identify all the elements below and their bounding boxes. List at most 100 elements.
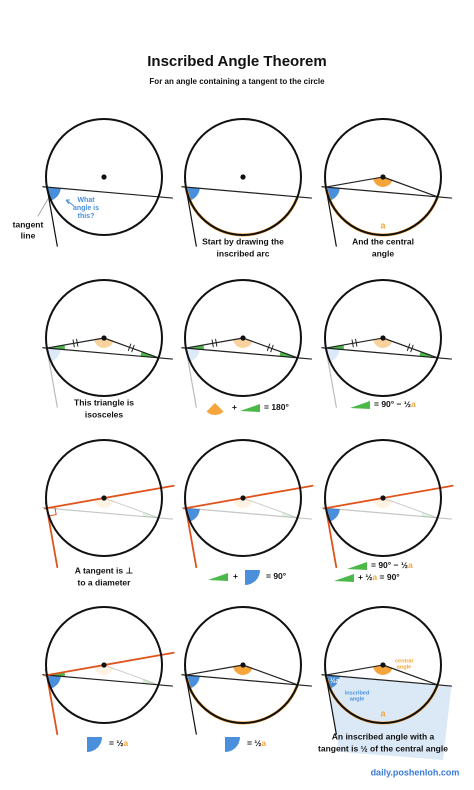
- central-angle: [233, 665, 253, 676]
- formula-part: a: [372, 572, 377, 582]
- inscribed-arc: [184, 186, 299, 237]
- formula: = 90°: [266, 571, 287, 581]
- tick-mark: [410, 344, 414, 353]
- formula: +: [232, 402, 237, 412]
- caption: inscribed arc: [217, 248, 270, 258]
- chord: [321, 347, 453, 360]
- chord: [181, 674, 313, 687]
- tick-mark: [211, 339, 214, 348]
- tick-mark: [127, 343, 132, 352]
- radius: [325, 337, 384, 349]
- faint-green-angle: [421, 512, 438, 518]
- title: Inscribed Angle Theorem: [147, 53, 326, 70]
- center-point: [240, 174, 246, 180]
- circle: [184, 439, 302, 557]
- circle: [324, 118, 442, 236]
- caption: angle: [372, 248, 394, 258]
- green-angle-icon: [350, 401, 370, 409]
- faint-green-angle: [142, 512, 159, 518]
- faint-radius: [242, 497, 299, 519]
- central-label: central: [395, 658, 414, 664]
- caption: tangent is ½ of the central angle: [318, 743, 448, 753]
- arc-label: a: [380, 220, 386, 230]
- inscribed-value-part: a: [336, 678, 340, 685]
- circle: [45, 118, 163, 236]
- faint-radius: [382, 497, 439, 519]
- diameter: [182, 484, 314, 510]
- formula: = ½a: [109, 738, 128, 748]
- central-angle: [373, 338, 393, 348]
- center-point: [380, 335, 386, 341]
- inscribed-value: ½a: [330, 677, 340, 685]
- tick-mark: [266, 343, 271, 352]
- subtitle: For an angle containing a tangent to the…: [149, 77, 325, 86]
- inscribed-label: angle: [350, 696, 364, 702]
- green-angle-icon: [334, 574, 354, 582]
- inscribed-arc: [184, 674, 299, 725]
- central-angle: [373, 665, 393, 676]
- formula-part: a: [411, 399, 416, 409]
- center-point: [240, 662, 246, 668]
- formula-part: = 90°: [266, 571, 287, 581]
- central-angle: [233, 338, 253, 349]
- faint-central-angle: [373, 498, 393, 508]
- formula-part: +: [232, 402, 237, 412]
- question-label: What: [77, 197, 95, 204]
- tick-mark: [215, 338, 218, 347]
- inscribed-value-part: ½: [330, 677, 336, 685]
- central-label: angle: [397, 664, 411, 670]
- caption: And the central: [352, 236, 414, 246]
- formula: +: [233, 571, 238, 581]
- radius: [382, 337, 439, 359]
- formula-part: a: [261, 738, 266, 748]
- faint-green-angle: [281, 512, 298, 518]
- faint-radius: [103, 497, 160, 519]
- highlight-region: [325, 675, 452, 760]
- tick-mark: [76, 338, 79, 347]
- formula: = 90° − ½a: [371, 560, 413, 570]
- circle: [45, 439, 163, 557]
- caption: An inscribed angle with a: [332, 731, 435, 741]
- diameter: [43, 484, 175, 510]
- chord: [181, 186, 313, 199]
- diameter: [43, 651, 175, 677]
- circle: [324, 439, 442, 557]
- radius: [382, 176, 439, 198]
- formula: = 90° − ½a: [374, 399, 416, 409]
- formula-part: + ½: [358, 572, 372, 582]
- green-angle-icon: [240, 404, 260, 412]
- formula-part: a: [123, 738, 128, 748]
- center-point: [101, 335, 107, 341]
- caption: to a diameter: [78, 577, 132, 587]
- center-point: [101, 662, 107, 668]
- radius: [185, 664, 244, 676]
- chord: [181, 347, 313, 360]
- chord: [42, 347, 174, 360]
- caption: This triangle is: [74, 397, 134, 407]
- blue-angle-icon: [225, 737, 240, 752]
- formula-part: = ½: [247, 738, 261, 748]
- tick-mark: [72, 339, 75, 348]
- orange-angle-icon: [206, 403, 224, 416]
- inscribed-label: inscribed: [345, 690, 369, 696]
- central-angle: [94, 338, 114, 348]
- formula: + ½a = 90°: [358, 572, 400, 582]
- question-label: this?: [78, 213, 95, 220]
- radius: [382, 664, 439, 686]
- chord: [321, 186, 453, 199]
- circle: [324, 279, 442, 397]
- tick-mark: [131, 344, 135, 353]
- formula-part: = 90°: [377, 572, 400, 582]
- center-point: [240, 495, 246, 501]
- center-point: [380, 662, 386, 668]
- faint-radius: [103, 664, 160, 686]
- circle: [45, 606, 163, 724]
- faint-central-angle: [94, 665, 114, 676]
- tangent-label: tangent: [13, 219, 44, 229]
- radius: [185, 337, 244, 349]
- chord: [42, 186, 174, 199]
- formula: = ½a: [247, 738, 266, 748]
- radius: [242, 337, 299, 359]
- center-point: [240, 335, 246, 341]
